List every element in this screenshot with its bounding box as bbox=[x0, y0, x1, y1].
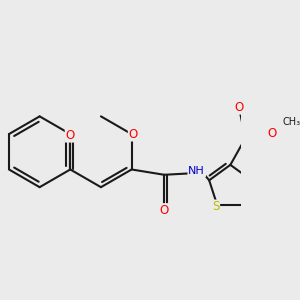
Text: O: O bbox=[234, 101, 244, 114]
Text: CH₃: CH₃ bbox=[283, 117, 300, 128]
Text: S: S bbox=[212, 200, 219, 214]
Text: NH: NH bbox=[188, 166, 205, 176]
Text: O: O bbox=[160, 204, 169, 217]
Text: O: O bbox=[129, 128, 138, 141]
Text: O: O bbox=[66, 129, 75, 142]
Text: O: O bbox=[267, 127, 276, 140]
